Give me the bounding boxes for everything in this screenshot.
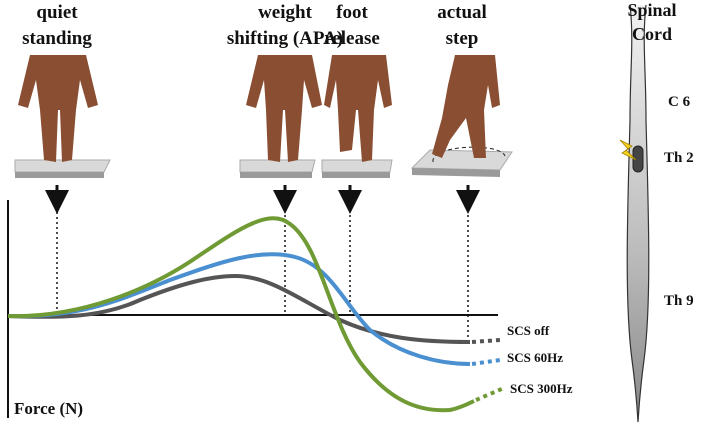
figures [14, 55, 513, 178]
cord-title: Spinal [627, 0, 676, 20]
cord-title: Cord [632, 24, 672, 44]
curve-label: SCS 300Hz [510, 381, 573, 396]
spinal-cord [619, 4, 650, 423]
phase-label: foot [336, 2, 368, 23]
curves [7, 216, 505, 413]
phase-label: actual [437, 2, 487, 23]
phase-label: standing [22, 28, 92, 49]
phase-label: weight [258, 2, 313, 23]
phase-label: shifting (APA) [227, 28, 343, 49]
phase-label: step [446, 28, 479, 49]
curve-label: SCS 60Hz [507, 350, 563, 365]
cord-level: C 6 [668, 94, 691, 110]
phase-markers [45, 185, 480, 342]
curve-label: SCS off [507, 323, 550, 338]
cord-level: Th 9 [664, 293, 694, 309]
phase-label: release [324, 28, 380, 49]
cord-level: Th 2 [664, 150, 694, 166]
axis-label: Force (N) [14, 399, 83, 418]
phase-label: quiet [36, 2, 78, 23]
